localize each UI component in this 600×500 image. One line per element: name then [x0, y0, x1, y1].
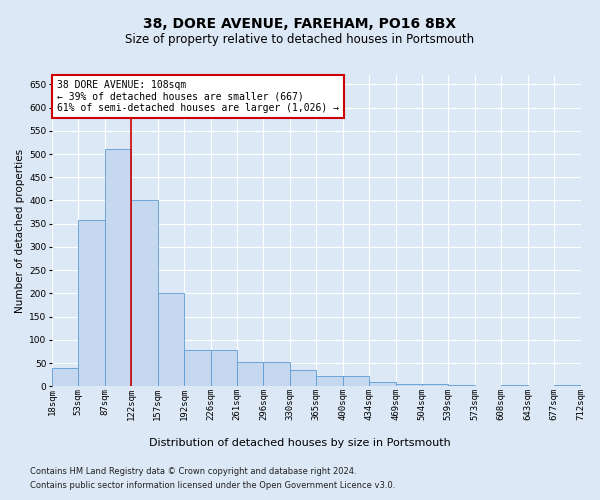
Text: Contains public sector information licensed under the Open Government Licence v3: Contains public sector information licen… — [30, 481, 395, 490]
Bar — [290, 370, 316, 386]
Text: 38 DORE AVENUE: 108sqm
← 39% of detached houses are smaller (667)
61% of semi-de: 38 DORE AVENUE: 108sqm ← 39% of detached… — [57, 80, 339, 113]
Bar — [422, 384, 448, 386]
Text: Distribution of detached houses by size in Portsmouth: Distribution of detached houses by size … — [149, 438, 451, 448]
Bar — [395, 384, 422, 386]
Text: Contains HM Land Registry data © Crown copyright and database right 2024.: Contains HM Land Registry data © Crown c… — [30, 468, 356, 476]
Text: Size of property relative to detached houses in Portsmouth: Size of property relative to detached ho… — [125, 32, 475, 46]
Y-axis label: Number of detached properties: Number of detached properties — [15, 148, 25, 312]
Bar — [184, 350, 211, 387]
Bar — [52, 368, 79, 386]
Bar — [369, 382, 395, 386]
Bar — [105, 150, 131, 386]
Bar — [237, 362, 263, 386]
Bar — [316, 376, 343, 386]
Bar — [263, 362, 290, 386]
Bar — [343, 376, 369, 386]
Bar — [211, 350, 237, 387]
Bar — [158, 294, 184, 386]
Text: 38, DORE AVENUE, FAREHAM, PO16 8BX: 38, DORE AVENUE, FAREHAM, PO16 8BX — [143, 18, 457, 32]
Bar — [131, 200, 158, 386]
Bar — [79, 220, 105, 386]
